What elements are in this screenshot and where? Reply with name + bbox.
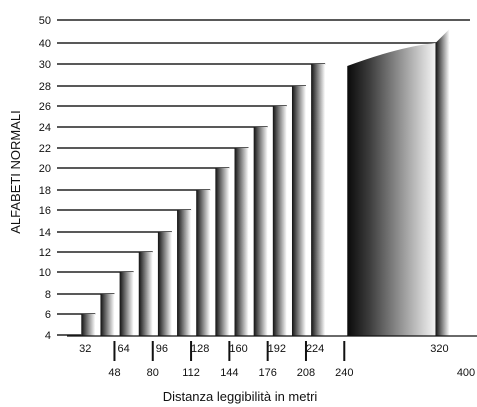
bars: [81, 29, 450, 336]
y-tick-label: 20: [39, 163, 51, 175]
bar: [272, 106, 287, 336]
y-tick-label: 10: [39, 267, 51, 279]
y-tick-label: 24: [39, 122, 51, 134]
bar: [177, 210, 192, 336]
bar: [138, 252, 153, 336]
x-tick-label: 320: [430, 343, 448, 355]
y-tick-label: 18: [39, 185, 51, 197]
bar: [215, 168, 230, 336]
x-axis: 32 64 96 128 160 192 224 320 48 80 112 144 176 208 240…: [67, 335, 477, 379]
x-tick-label: 144: [220, 367, 238, 379]
bar: [196, 190, 211, 336]
x-tick-label: 224: [306, 343, 324, 355]
y-tick-label: 50: [39, 15, 51, 27]
bar: [81, 314, 96, 336]
y-tick-label: 14: [39, 227, 51, 239]
x-tick-label: 80: [147, 367, 159, 379]
x-tick-label: 112: [182, 367, 200, 379]
y-tick-label: 26: [39, 101, 51, 113]
bar: [291, 86, 306, 336]
y-tick-label: 8: [45, 289, 51, 301]
y-tick-label: 6: [45, 309, 51, 321]
y-tick-label: 4: [45, 330, 51, 342]
x-tick-label: 400: [457, 367, 475, 379]
x-tick-label: 32: [79, 343, 91, 355]
x-axis-title: Distanza leggibilità in metri: [163, 389, 318, 404]
bar: [100, 294, 115, 336]
x-tick-label: 48: [108, 367, 120, 379]
x-tick-label: 176: [258, 367, 276, 379]
x-tick-label: 240: [335, 367, 353, 379]
x-tick-label: 160: [229, 343, 247, 355]
y-tick-label: 12: [39, 247, 51, 259]
y-tick-label: 30: [39, 59, 51, 71]
x-tick-label: 96: [156, 343, 168, 355]
y-axis-title: ALFABETI NORMALI: [8, 110, 23, 234]
bar: [119, 272, 134, 336]
x-tick-label: 192: [268, 343, 286, 355]
bar: [234, 148, 249, 336]
x-tick-label: 64: [117, 343, 129, 355]
y-tick-label: 16: [39, 205, 51, 217]
bar: [435, 29, 450, 336]
gridlines: [57, 19, 470, 336]
y-tick-label: 40: [39, 38, 51, 50]
bar-wide: [347, 43, 436, 336]
bar: [157, 232, 172, 336]
bar: [311, 64, 326, 336]
y-tick-label: 28: [39, 81, 51, 93]
bar: [253, 127, 268, 336]
y-axis-ticks: 4 6 8 10 12 14 16 18 20 22 24 26 28 30 40 50: [39, 15, 51, 342]
x-tick-label: 208: [297, 367, 315, 379]
y-tick-label: 22: [39, 143, 51, 155]
x-tick-label: 128: [191, 343, 209, 355]
